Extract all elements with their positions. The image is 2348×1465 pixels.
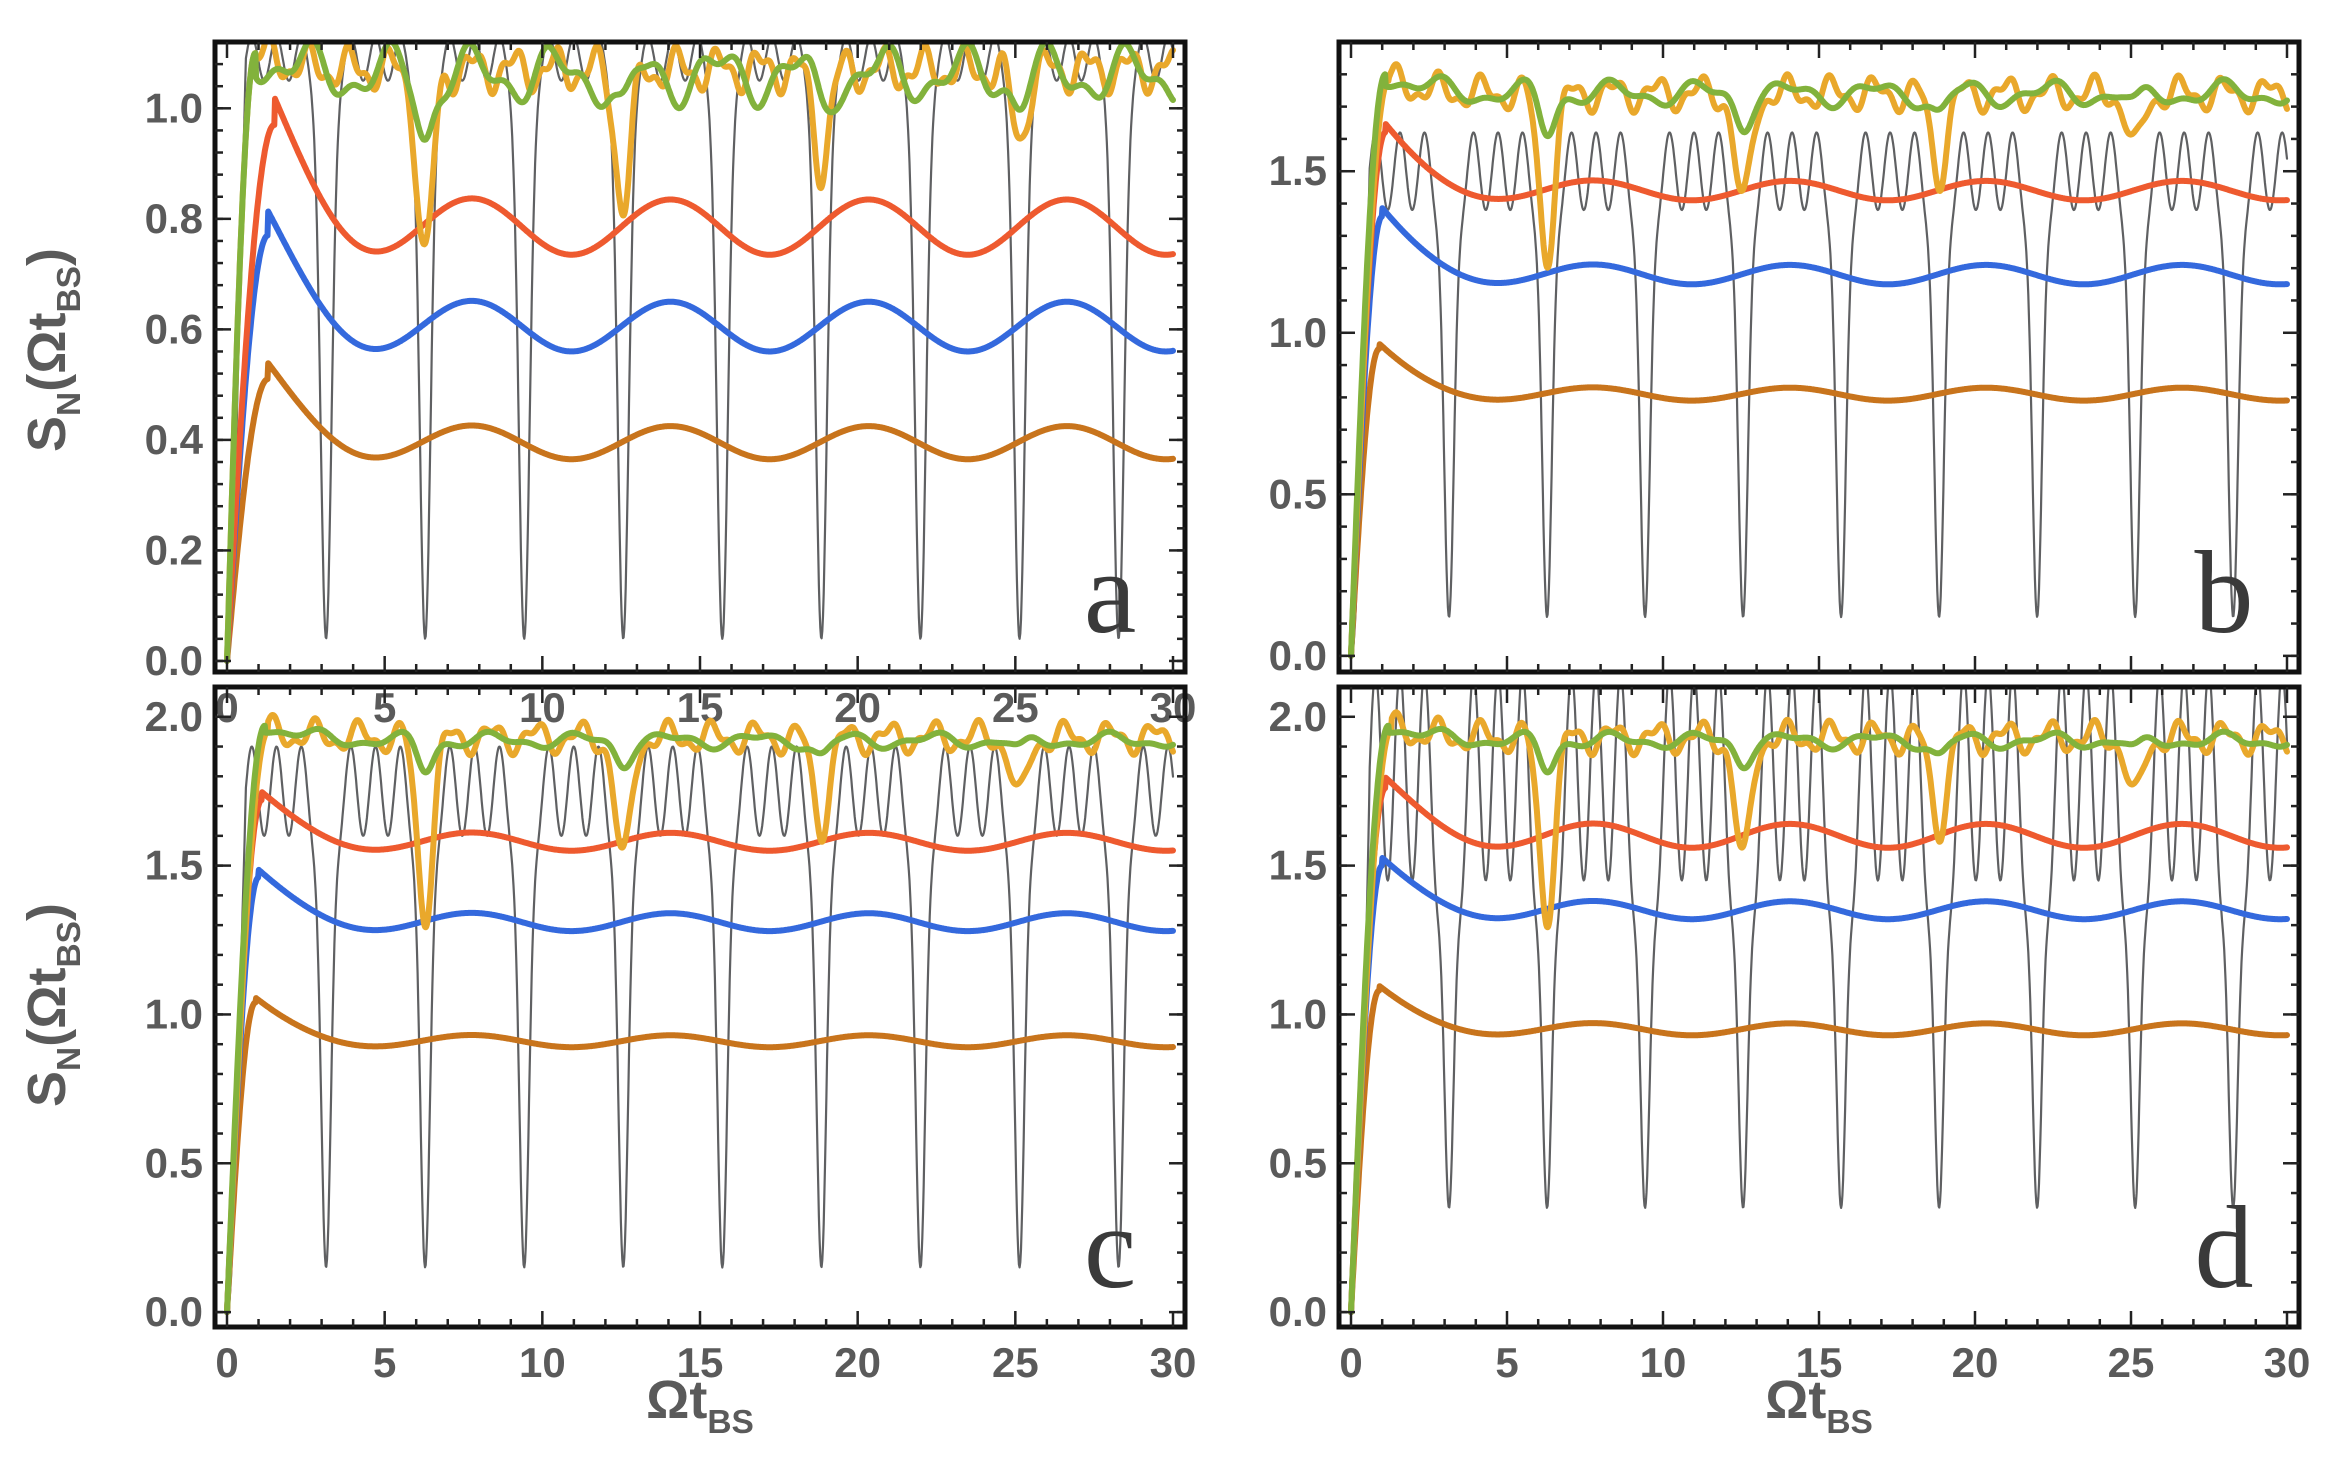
y-tick-label: 0.0 xyxy=(145,1288,203,1335)
panel-letter-b: b xyxy=(2195,527,2254,658)
y-tick-label: 0.5 xyxy=(145,1139,203,1186)
panel-c: 0 5 10 15 20 25 30 0.0 0.5 1.0 1.5 2.0 c SN(ΩtBS) ΩtBS xyxy=(17,684,1197,1441)
y-tick-label: 1.0 xyxy=(145,84,203,131)
y-axis-title: SN(ΩtBS) xyxy=(17,903,88,1107)
series-c-n-3 xyxy=(224,866,1176,1316)
series-d-n-3 xyxy=(1348,855,2290,1316)
y-tick-label: 0.0 xyxy=(145,637,203,684)
series-b-n-6 xyxy=(1348,71,2290,659)
series-b-n-4 xyxy=(1348,121,2290,659)
y-tick-label: 0.0 xyxy=(1269,632,1327,679)
panel-letter-d: d xyxy=(2195,1182,2254,1313)
plot-frame-a xyxy=(212,39,1188,675)
x-tick-label: 10 xyxy=(519,1339,566,1386)
y-tick-label: 0.5 xyxy=(1269,1139,1327,1186)
panel-letter-a: a xyxy=(1084,527,1136,658)
series-c-n-6 xyxy=(224,722,1176,1316)
series-group-b xyxy=(1348,61,2290,659)
series-a-reference-oscillation xyxy=(225,42,1175,663)
x-tick-label: 5 xyxy=(373,1339,396,1386)
x-tick-label: 20 xyxy=(1952,1339,1999,1386)
y-tick-label: 1.0 xyxy=(1269,309,1327,356)
y-axis-title: SN(ΩtBS) xyxy=(17,248,88,452)
series-d-n-4 xyxy=(1348,774,2290,1316)
x-tick-label: 20 xyxy=(834,1339,881,1386)
panel-letter-c: c xyxy=(1084,1182,1136,1313)
x-tick-label: 15 xyxy=(1796,1339,1843,1386)
x-tick-label: 0 xyxy=(1339,1339,1362,1386)
panel-b: 0.0 0.5 1.0 1.5 b xyxy=(1269,39,2302,679)
x-tick-label: 0 xyxy=(215,1339,238,1386)
series-d-n-2 xyxy=(1348,983,2290,1316)
series-d-n-6 xyxy=(1348,722,2290,1316)
y-tick-label: 0.2 xyxy=(145,526,203,573)
y-tick-label: 0.0 xyxy=(1269,1288,1327,1335)
y-tick-label: 2.0 xyxy=(1269,693,1327,740)
y-tick-label: 0.5 xyxy=(1269,470,1327,517)
y-tick-label: 0.4 xyxy=(145,416,204,463)
x-tick-label: 15 xyxy=(677,1339,724,1386)
series-c-n-4 xyxy=(224,789,1176,1316)
y-tick-label: 0.8 xyxy=(145,195,203,242)
series-c-reference-oscillation xyxy=(225,745,1175,1314)
series-b-n-2 xyxy=(1348,341,2290,659)
y-tick-label: 1.5 xyxy=(145,842,203,889)
y-tick-label: 2.0 xyxy=(145,693,203,740)
panel-d: 0 5 10 15 20 25 30 0.0 0.5 1.0 1.5 2.0 d ΩtBS xyxy=(1269,684,2311,1441)
plot-frame-d xyxy=(1336,684,2302,1330)
series-group-c xyxy=(224,712,1176,1316)
series-b-n-5 xyxy=(1348,61,2290,659)
series-b-n-3 xyxy=(1348,205,2290,659)
series-group-a xyxy=(224,42,1176,664)
x-tick-label: 25 xyxy=(2108,1339,2155,1386)
x-tick-label: 0 xyxy=(215,684,238,731)
y-tick-label: 1.5 xyxy=(1269,147,1327,194)
series-a-n-3 xyxy=(224,208,1176,664)
y-tick-label: 0.6 xyxy=(145,305,203,352)
x-tick-label: 5 xyxy=(1495,1339,1518,1386)
x-axis-title: ΩtBS xyxy=(646,1370,754,1441)
y-tick-label: 1.5 xyxy=(1269,842,1327,889)
x-tick-label: 5 xyxy=(373,684,396,731)
y-tick-label: 1.0 xyxy=(1269,990,1327,1037)
x-tick-label: 25 xyxy=(992,1339,1039,1386)
series-a-n-4 xyxy=(224,95,1176,664)
y-tick-label: 1.0 xyxy=(145,990,203,1037)
x-tick-label: 10 xyxy=(1640,1339,1687,1386)
x-tick-label: 30 xyxy=(1150,1339,1197,1386)
series-c-n-2 xyxy=(224,995,1176,1316)
x-tick-label: 30 xyxy=(2264,1339,2311,1386)
series-group-d xyxy=(1348,687,2290,1316)
series-a-n-2 xyxy=(224,360,1176,664)
x-axis-title: ΩtBS xyxy=(1765,1370,1873,1441)
